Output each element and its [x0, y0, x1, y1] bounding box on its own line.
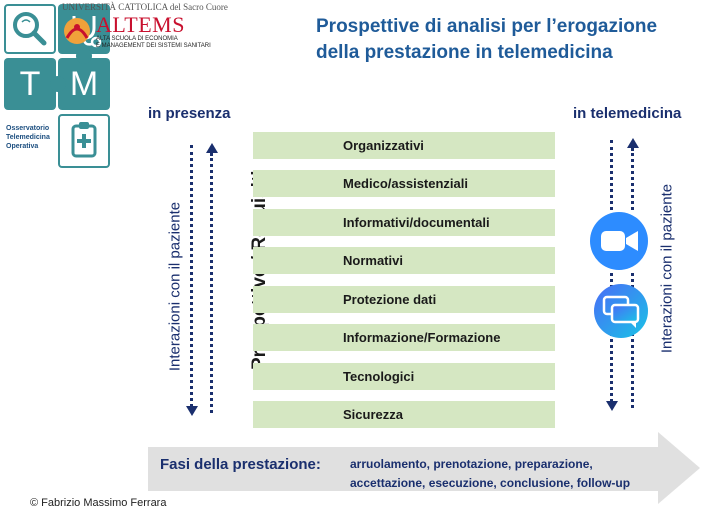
requirement-bar-7: Sicurezza — [253, 401, 555, 428]
requirement-label: Informazione/Formazione — [343, 330, 501, 345]
letter-m-tile: M — [58, 58, 110, 110]
requirement-label: Sicurezza — [343, 407, 403, 422]
chat-app-icon — [593, 283, 649, 339]
requirement-label: Medico/assistenziali — [343, 176, 468, 191]
requirement-bar-1: Medico/assistenziali — [253, 170, 555, 197]
left-down-arrowhead — [186, 406, 198, 416]
observatory-line2: Telemedicina — [6, 134, 50, 141]
altems-logo: ALTEMS ALTA SCUOLA DI ECONOMIA E MANAGEM… — [62, 12, 222, 52]
requirement-label: Organizzativi — [343, 138, 424, 153]
title-line1: Prospettive di analisi per l’erogazione — [316, 16, 658, 37]
puzzle-knob — [50, 76, 66, 92]
observatory-line1: Osservatorio — [6, 125, 50, 132]
puzzle-knob — [76, 48, 92, 64]
in-presenza-label: in presenza — [148, 105, 231, 122]
altems-emblem-icon — [64, 18, 90, 44]
letter-t: T — [19, 64, 41, 103]
left-up-arrowhead — [206, 143, 218, 153]
right-down-arrowhead — [606, 401, 618, 411]
clipboard-icon — [71, 122, 97, 158]
requirement-label: Normativi — [343, 253, 403, 268]
altems-subtitle-2: E MANAGEMENT DEI SISTEMI SANITARI — [96, 43, 211, 49]
requirement-bar-4: Protezione dati — [253, 286, 555, 313]
in-telemedicina-label: in telemedicina — [573, 105, 682, 122]
altems-brand: ALTEMS — [96, 12, 185, 37]
university-name: UNIVERSITÀ CATTOLICA del Sacro Cuore — [62, 2, 228, 12]
search-icon — [13, 12, 47, 46]
copyright: © Fabrizio Massimo Ferrara — [30, 497, 167, 509]
clipboard-tile — [58, 114, 110, 168]
right-vertical-label: Interazioni con il paziente — [658, 183, 676, 354]
requirement-label: Tecnologici — [343, 369, 415, 384]
requirement-bar-6: Tecnologici — [253, 363, 555, 390]
phases-text: arruolamento, prenotazione, preparazione… — [350, 455, 630, 493]
search-tile — [4, 4, 56, 54]
requirement-bar-3: Normativi — [253, 247, 555, 274]
left-down-arrow-line — [190, 145, 193, 407]
requirement-label: Informativi/documentali — [343, 215, 490, 230]
letter-t-tile: T — [4, 58, 56, 110]
requirement-bar-2: Informativi/documentali — [253, 209, 555, 236]
left-up-arrow-line — [210, 153, 213, 413]
right-up-arrow-line — [631, 148, 634, 408]
chat-icon — [594, 284, 648, 338]
page-title: Prospettive di analisi per l’erogazione … — [316, 14, 696, 66]
phases-arrow-body — [148, 447, 660, 491]
letter-m: M — [69, 64, 99, 103]
right-up-arrowhead — [627, 138, 639, 148]
observatory-tile: Osservatorio Telemedicina Operativa — [4, 114, 56, 168]
phases-line1: arruolamento, prenotazione, preparazione… — [350, 457, 593, 471]
observatory-line3: Operativa — [6, 143, 39, 150]
left-vertical-label: Interazioni con il paziente — [166, 201, 184, 372]
requirement-bar-0: Organizzativi — [253, 132, 555, 159]
phases-label: Fasi della prestazione: — [160, 456, 321, 473]
altems-subtitle-1: ALTA SCUOLA DI ECONOMIA — [96, 36, 178, 42]
requirement-label: Protezione dati — [343, 292, 437, 307]
title-line2: della prestazione in telemedicina — [316, 42, 613, 63]
phases-arrow-head — [658, 432, 700, 504]
requirement-bar-5: Informazione/Formazione — [253, 324, 555, 351]
phases-line2: accettazione, esecuzione, conclusione, f… — [350, 476, 631, 490]
video-camera-icon — [590, 212, 648, 270]
video-app-icon — [588, 210, 650, 272]
